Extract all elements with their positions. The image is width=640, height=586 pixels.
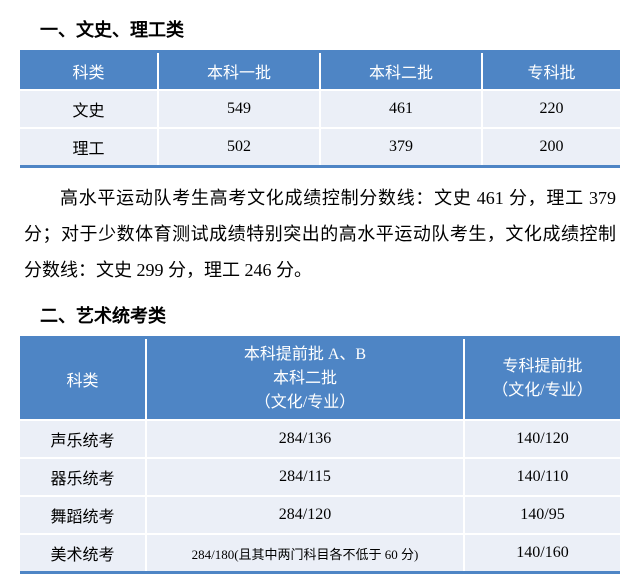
table2-header-row: 科类 本科提前批 A、B 本科二批 （文化/专业） 专科提前批 （文化/专业） <box>20 339 620 420</box>
table-row: 器乐统考 284/115 140/110 <box>20 458 620 496</box>
t1-r0c2: 461 <box>320 90 482 128</box>
table-row: 舞蹈统考 284/120 140/95 <box>20 496 620 534</box>
table2: 科类 本科提前批 A、B 本科二批 （文化/专业） 专科提前批 （文化/专业） … <box>20 339 620 571</box>
table-row: 文史 549 461 220 <box>20 90 620 128</box>
table1: 科类 本科一批 本科二批 专科批 文史 549 461 220 理工 502 3… <box>20 53 620 165</box>
t2-r0c2: 140/120 <box>464 420 620 458</box>
t2-h1: 本科提前批 A、B 本科二批 （文化/专业） <box>146 339 464 420</box>
t2-r2c1: 284/120 <box>146 496 464 534</box>
t2-r1c2: 140/110 <box>464 458 620 496</box>
t2-r0c0: 声乐统考 <box>20 420 146 458</box>
table2-wrapper: 科类 本科提前批 A、B 本科二批 （文化/专业） 专科提前批 （文化/专业） … <box>20 336 620 574</box>
t2-r1c0: 器乐统考 <box>20 458 146 496</box>
t1-r0c1: 549 <box>158 90 320 128</box>
t1-r1c0: 理工 <box>20 128 158 165</box>
table-row: 美术统考 284/180(且其中两门科目各不低于 60 分) 140/160 <box>20 534 620 571</box>
t2-r3c2: 140/160 <box>464 534 620 571</box>
t2-r3c0: 美术统考 <box>20 534 146 571</box>
t1-r0c0: 文史 <box>20 90 158 128</box>
t2-r0c1: 284/136 <box>146 420 464 458</box>
section1-title: 一、文史、理工类 <box>40 16 620 42</box>
table1-header-row: 科类 本科一批 本科二批 专科批 <box>20 53 620 90</box>
t1-r1c2: 379 <box>320 128 482 165</box>
t1-r1c1: 502 <box>158 128 320 165</box>
section2-title: 二、艺术统考类 <box>40 302 620 328</box>
t2-r3c1: 284/180(且其中两门科目各不低于 60 分) <box>146 534 464 571</box>
t1-h1: 本科一批 <box>158 53 320 90</box>
t1-h2: 本科二批 <box>320 53 482 90</box>
t2-r2c2: 140/95 <box>464 496 620 534</box>
t2-h0: 科类 <box>20 339 146 420</box>
table-row: 声乐统考 284/136 140/120 <box>20 420 620 458</box>
t1-r1c3: 200 <box>482 128 620 165</box>
table1-wrapper: 科类 本科一批 本科二批 专科批 文史 549 461 220 理工 502 3… <box>20 50 620 168</box>
t1-h3: 专科批 <box>482 53 620 90</box>
t1-h0: 科类 <box>20 53 158 90</box>
table-row: 理工 502 379 200 <box>20 128 620 165</box>
t2-r2c0: 舞蹈统考 <box>20 496 146 534</box>
t2-r1c1: 284/115 <box>146 458 464 496</box>
t1-r0c3: 220 <box>482 90 620 128</box>
note-paragraph: 高水平运动队考生高考文化成绩控制分数线：文史 461 分，理工 379 分；对于… <box>24 180 616 288</box>
t2-h2: 专科提前批 （文化/专业） <box>464 339 620 420</box>
